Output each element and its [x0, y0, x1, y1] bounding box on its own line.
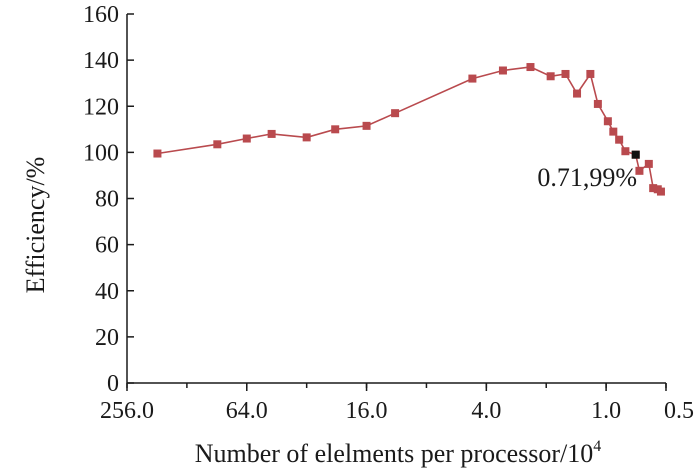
data-point — [213, 140, 222, 149]
y-tick-label-20: 20 — [95, 325, 119, 351]
data-point — [621, 147, 630, 156]
x-tick-label-4.0: 4.0 — [471, 398, 501, 424]
data-point — [593, 99, 602, 108]
x-tick-label-1.0: 1.0 — [591, 398, 621, 424]
highlight-label: 0.71,99% — [537, 163, 637, 192]
x-axis-title: Number of elelments per processor/104 — [195, 438, 602, 468]
data-point — [331, 125, 340, 134]
y-tick-label-60: 60 — [95, 233, 119, 259]
data-point — [649, 184, 658, 193]
y-tick-label-140: 140 — [83, 48, 119, 74]
y-tick-label-100: 100 — [83, 140, 119, 166]
x-axis-ticks: 256.0 64.0 16.0 4.0 1.0 0.5 — [100, 383, 694, 424]
data-point — [242, 134, 251, 143]
highlight-point — [631, 150, 640, 159]
data-point — [635, 166, 644, 175]
y-tick-label-80: 80 — [95, 187, 119, 213]
data-point — [526, 63, 535, 72]
data-point — [302, 133, 311, 142]
x-tick-label-64.0: 64.0 — [226, 398, 268, 424]
x-tick-label-16.0: 16.0 — [346, 398, 388, 424]
highlight-layer — [631, 150, 640, 159]
x-tick-label-0.5: 0.5 — [664, 398, 694, 424]
x-tick-label-256.0: 256.0 — [100, 398, 154, 424]
data-point — [468, 74, 477, 83]
x-axis-title-main: Number of elelments per processor/10 — [195, 439, 594, 468]
data-point — [561, 69, 570, 78]
data-point — [656, 187, 665, 196]
data-point — [498, 66, 507, 75]
data-point — [609, 127, 618, 136]
data-point — [546, 72, 555, 81]
y-axis-ticks: 0 20 40 60 80 100 120 140 160 — [83, 2, 134, 397]
y-axis-title: Efficiency/% — [21, 157, 50, 294]
data-point — [615, 135, 624, 144]
x-axis-title-superscript: 4 — [593, 438, 601, 455]
data-point — [391, 109, 400, 118]
data-point — [362, 121, 371, 130]
y-tick-label-120: 120 — [83, 94, 119, 120]
data-point — [644, 159, 653, 168]
data-point — [153, 149, 162, 158]
y-tick-label-40: 40 — [95, 279, 119, 305]
data-point — [573, 89, 582, 98]
y-tick-label-0: 0 — [107, 371, 119, 397]
y-tick-label-160: 160 — [83, 2, 119, 28]
data-point — [267, 129, 276, 138]
axes — [126, 14, 666, 384]
data-point — [603, 117, 612, 126]
data-point — [586, 69, 595, 78]
